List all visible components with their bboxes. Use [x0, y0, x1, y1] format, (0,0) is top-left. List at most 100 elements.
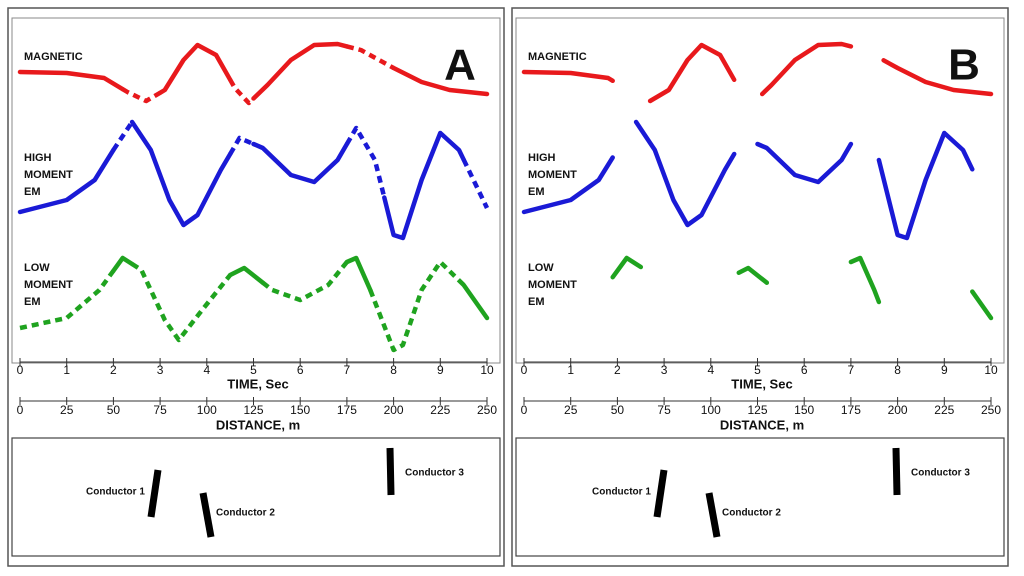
time-tick-label: 4	[707, 363, 714, 377]
curve-segment	[346, 44, 395, 70]
curve-segment	[344, 125, 387, 199]
curve-segment	[227, 265, 266, 285]
track-label: MOMENT	[24, 169, 73, 181]
distance-tick-label: 25	[60, 403, 74, 417]
distance-tick-label: 225	[934, 403, 954, 417]
distance-tick-label: 25	[564, 403, 578, 417]
panel-border	[7, 7, 505, 567]
distance-tick-label: 125	[747, 403, 767, 417]
time-tick-label: 0	[17, 363, 24, 377]
curve-segment	[157, 42, 233, 96]
track-label: EM	[24, 296, 41, 308]
distance-tick-label: 150	[794, 403, 814, 417]
distance-tick-label: 100	[197, 403, 217, 417]
distance-tick-label: 200	[384, 403, 404, 417]
panel-letter: A	[444, 41, 476, 90]
panel-letter: B	[948, 41, 980, 90]
curve-segment	[647, 42, 737, 104]
distance-tick-label: 100	[701, 403, 721, 417]
curve-segment	[521, 155, 615, 215]
conductor-bar	[147, 469, 162, 518]
plot-box	[515, 17, 1005, 364]
curve-segment	[261, 260, 349, 303]
time-tick-label: 1	[63, 363, 70, 377]
track-label: LOW	[24, 262, 50, 274]
time-tick-label: 4	[203, 363, 210, 377]
curve-segment	[344, 255, 373, 293]
conductor-bar	[892, 447, 901, 496]
track-label: EM	[528, 296, 545, 308]
curve-segment	[461, 282, 490, 321]
distance-tick-label: 250	[981, 403, 1001, 417]
time-axis-title: TIME, Sec	[227, 376, 288, 391]
curve-segment	[521, 69, 615, 84]
curve-segment	[759, 41, 854, 97]
curve-segment	[228, 135, 255, 156]
panel: A MAGNETIC HIGH MOMENT EM LOW MOMENT EM 0 1 2 3 4 5 6 7…	[7, 7, 505, 567]
track-label: LOW	[528, 262, 554, 274]
distance-tick-label: 75	[153, 403, 167, 417]
distance-tick-label: 225	[430, 403, 450, 417]
time-tick-label: 2	[110, 363, 117, 377]
conductor-bar	[199, 492, 215, 538]
time-tick-label: 7	[848, 363, 855, 377]
distance-tick-label: 175	[337, 403, 357, 417]
conductor-label: Conductor 1	[592, 487, 651, 498]
distance-axis-title: DISTANCE, m	[216, 417, 300, 432]
time-tick-label: 7	[344, 363, 351, 377]
distance-tick-label: 150	[290, 403, 310, 417]
time-tick-label: 3	[661, 363, 668, 377]
conductor-label: Conductor 1	[86, 487, 145, 498]
curve-segment	[368, 259, 466, 353]
plot-box	[11, 17, 501, 364]
curve-segment	[121, 87, 162, 104]
distance-axis-title: DISTANCE, m	[720, 417, 804, 432]
time-tick-label: 10	[480, 363, 494, 377]
curve-segment	[876, 130, 975, 241]
track-label: HIGH	[24, 152, 52, 164]
conductor-bar	[653, 469, 668, 518]
conductor-label: Conductor 2	[216, 508, 275, 519]
conductor-bar	[705, 492, 721, 538]
distance-tick-label: 0	[17, 403, 24, 417]
conductor-box	[11, 437, 501, 557]
time-tick-label: 6	[297, 363, 304, 377]
curve-segment	[848, 255, 882, 305]
time-tick-label: 8	[894, 363, 901, 377]
curve-segment	[17, 147, 116, 215]
curve-segment	[19, 269, 116, 331]
distance-tick-label: 50	[107, 403, 121, 417]
curve-segment	[633, 119, 737, 228]
track-label: MAGNETIC	[528, 51, 587, 63]
track-label: EM	[24, 186, 41, 198]
conductor-label: Conductor 3	[911, 468, 970, 479]
track-label: MAGNETIC	[24, 51, 83, 63]
curve-segment	[610, 255, 644, 280]
distance-tick-label: 0	[521, 403, 528, 417]
time-tick-label: 2	[614, 363, 621, 377]
track-label: MOMENT	[528, 169, 577, 181]
track-label: EM	[528, 186, 545, 198]
time-tick-label: 5	[250, 363, 257, 377]
track-label: MOMENT	[528, 279, 577, 291]
time-tick-label: 9	[941, 363, 948, 377]
curve-segment	[391, 65, 490, 97]
time-tick-label: 9	[437, 363, 444, 377]
curve-segment	[228, 78, 256, 106]
time-tick-label: 6	[801, 363, 808, 377]
curve-segment	[17, 69, 125, 92]
time-tick-label: 0	[521, 363, 528, 377]
curve-segment	[736, 265, 770, 285]
distance-tick-label: 75	[657, 403, 671, 417]
curve-segment	[970, 289, 994, 321]
curve-segment	[755, 141, 854, 185]
time-tick-label: 5	[754, 363, 761, 377]
conductor-label: Conductor 2	[722, 508, 781, 519]
curve-segment	[130, 262, 232, 343]
panel: B MAGNETIC HIGH MOMENT EM LOW MOMENT EM 0 1 2 3 4 5 6 7…	[511, 7, 1009, 567]
time-axis-title: TIME, Sec	[731, 376, 792, 391]
distance-tick-label: 200	[888, 403, 908, 417]
track-label: HIGH	[528, 152, 556, 164]
curve-segment	[881, 58, 994, 97]
